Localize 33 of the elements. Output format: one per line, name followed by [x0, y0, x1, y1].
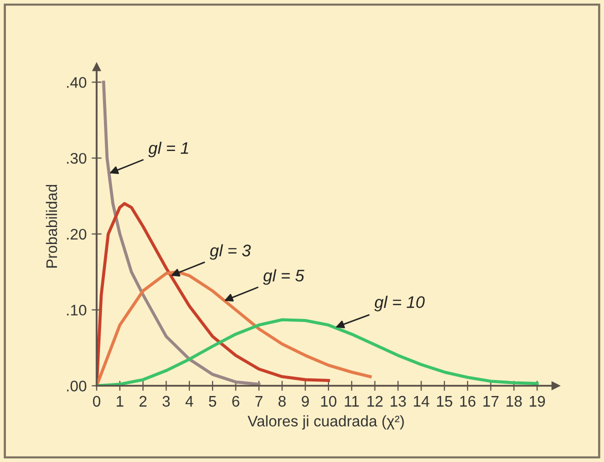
- line-series: [96, 318, 539, 386]
- x-tick-label: 19: [530, 396, 545, 407]
- y-tick-label: .30: [67, 152, 86, 164]
- y-tick-label: .10: [67, 304, 86, 316]
- annotation: gl = 3: [210, 244, 251, 260]
- y-tick-label: .20: [67, 228, 86, 240]
- annotation: gl = 1: [148, 142, 188, 158]
- x-tick-label: 15: [437, 396, 452, 407]
- x-tick-label: 5: [208, 396, 216, 407]
- x-tick-label: 10: [321, 396, 336, 407]
- x-tick-label: 2: [140, 396, 146, 407]
- x-tick-label: 14: [414, 396, 430, 407]
- x-tick-label: 12: [368, 396, 383, 407]
- annotation: gl = 10: [374, 296, 425, 312]
- x-tick-label: 1: [116, 396, 124, 407]
- x-tick-label: 9: [302, 396, 309, 407]
- y-axis-title: Probabilidad: [46, 184, 58, 268]
- x-tick-label: 0: [92, 396, 100, 407]
- x-tick-label: 6: [232, 396, 240, 407]
- x-tick-label: 17: [483, 396, 498, 407]
- y-tick-label: .00: [67, 380, 86, 392]
- x-tick-label: 18: [506, 396, 522, 407]
- x-tick-label: 13: [390, 396, 406, 407]
- x-tick-label: 7: [255, 396, 262, 407]
- x-tick-label: 16: [460, 396, 476, 407]
- annotation: gl = 5: [263, 269, 304, 285]
- x-tick-label: 11: [344, 396, 359, 407]
- x-tick-label: 3: [162, 396, 170, 407]
- line-series: [102, 80, 260, 386]
- x-tick-label: 4: [185, 396, 194, 407]
- x-axis-title: Valores ji cuadrada (χ²): [248, 415, 404, 430]
- y-tick-label: .40: [67, 77, 86, 88]
- x-tick-label: 8: [278, 396, 286, 407]
